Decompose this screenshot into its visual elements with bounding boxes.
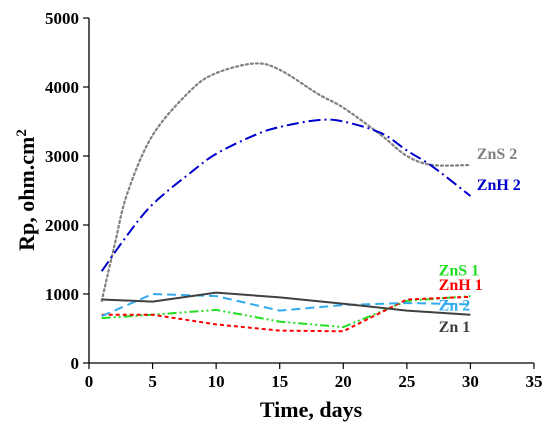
- series-label-znh-2: ZnH 2: [477, 177, 521, 194]
- series-label-zn-1: Zn 1: [439, 319, 471, 336]
- x-tick-label: 15: [271, 372, 288, 391]
- series-label-zn-2: Zn 2: [439, 298, 471, 315]
- series-label-znh-1: ZnH 1: [439, 277, 483, 294]
- series-line-znh-2: [100, 118, 472, 272]
- x-ticks: 0 5 10 15 20 25 30 35: [85, 363, 543, 391]
- series-label-zns-1: ZnS 1: [439, 262, 479, 279]
- series-line-znh-1: [101, 295, 471, 333]
- y-tick-label: 3000: [45, 147, 79, 166]
- y-tick-label: 2000: [45, 216, 79, 235]
- series-lines: [100, 62, 472, 333]
- x-tick-label: 25: [398, 372, 415, 391]
- y-tick-label: 1000: [45, 285, 79, 304]
- y-ticks: 0 1000 2000 3000 4000 5000: [45, 9, 89, 373]
- x-tick-label: 20: [335, 372, 352, 391]
- y-axis-title: Rp, ohm.cm2: [14, 129, 39, 251]
- x-axis-title: Time, days: [260, 397, 363, 422]
- x-tick-label: 10: [208, 372, 225, 391]
- x-tick-label: 30: [462, 372, 479, 391]
- y-tick-label: 0: [71, 354, 80, 373]
- y-tick-label: 5000: [45, 9, 79, 28]
- series-line-zns-2: [100, 62, 472, 302]
- series-label-zns-2: ZnS 2: [477, 146, 517, 163]
- x-tick-label: 35: [526, 372, 543, 391]
- series-line-zn-1: [101, 291, 471, 316]
- series-line-zn-2: [101, 292, 471, 318]
- y-tick-label: 4000: [45, 78, 79, 97]
- x-tick-label: 5: [148, 372, 157, 391]
- x-tick-label: 0: [85, 372, 94, 391]
- axes: [88, 18, 534, 364]
